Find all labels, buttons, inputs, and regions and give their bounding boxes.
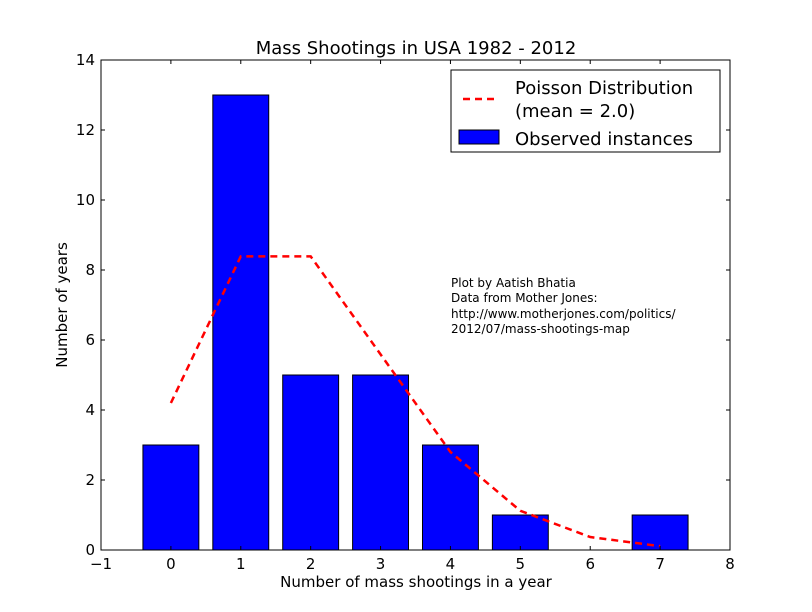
y-axis-label: Number of years xyxy=(53,242,71,368)
bar-4 xyxy=(421,444,479,551)
bar-1 xyxy=(212,94,270,551)
legend-label-poisson-mean: (mean = 2.0) xyxy=(515,101,635,122)
y-tick-label: 6 xyxy=(85,331,95,349)
x-tick-label: −1 xyxy=(90,555,112,573)
x-axis-label: Number of mass shootings in a year xyxy=(280,573,552,591)
annotation-line: http://www.motherjones.com/politics/ xyxy=(451,307,676,321)
x-tick-label: 6 xyxy=(585,555,595,573)
legend: Poisson Distribution (mean = 2.0) Observ… xyxy=(450,69,721,153)
x-tick-label: 0 xyxy=(166,555,176,573)
y-tick-label: 14 xyxy=(76,51,95,69)
annotation-line: Plot by Aatish Bhatia xyxy=(451,276,576,290)
x-tick-label: 2 xyxy=(306,555,316,573)
y-tick-label: 12 xyxy=(76,121,95,139)
y-tick-label: 10 xyxy=(76,191,95,209)
bar-5 xyxy=(491,514,549,551)
y-tick-label: 8 xyxy=(85,261,95,279)
poisson-line xyxy=(169,255,661,548)
legend-bar-swatch xyxy=(458,129,500,145)
x-tick-label: 8 xyxy=(725,555,735,573)
y-tick-label: 4 xyxy=(85,401,95,419)
y-tick-label: 0 xyxy=(85,541,95,559)
x-tick-label: 7 xyxy=(655,555,665,573)
y-tick-label: 2 xyxy=(85,471,95,489)
plot-frame xyxy=(100,59,731,551)
bar-0 xyxy=(142,444,200,551)
bar-2 xyxy=(282,374,340,551)
x-tick-label: 5 xyxy=(516,555,526,573)
chart-title: Mass Shootings in USA 1982 - 2012 xyxy=(256,38,577,59)
x-tick-label: 1 xyxy=(236,555,246,573)
annotation-line: Data from Mother Jones: xyxy=(451,291,598,305)
x-tick-label: 4 xyxy=(446,555,456,573)
x-tick-label: 3 xyxy=(376,555,386,573)
legend-label-observed: Observed instances xyxy=(515,129,693,150)
annotation: Plot by Aatish Bhatia Data from Mother J… xyxy=(451,276,676,336)
annotation-line: 2012/07/mass-shootings-map xyxy=(451,322,630,336)
legend-label-poisson: Poisson Distribution xyxy=(515,78,693,99)
bar-3 xyxy=(352,374,410,551)
